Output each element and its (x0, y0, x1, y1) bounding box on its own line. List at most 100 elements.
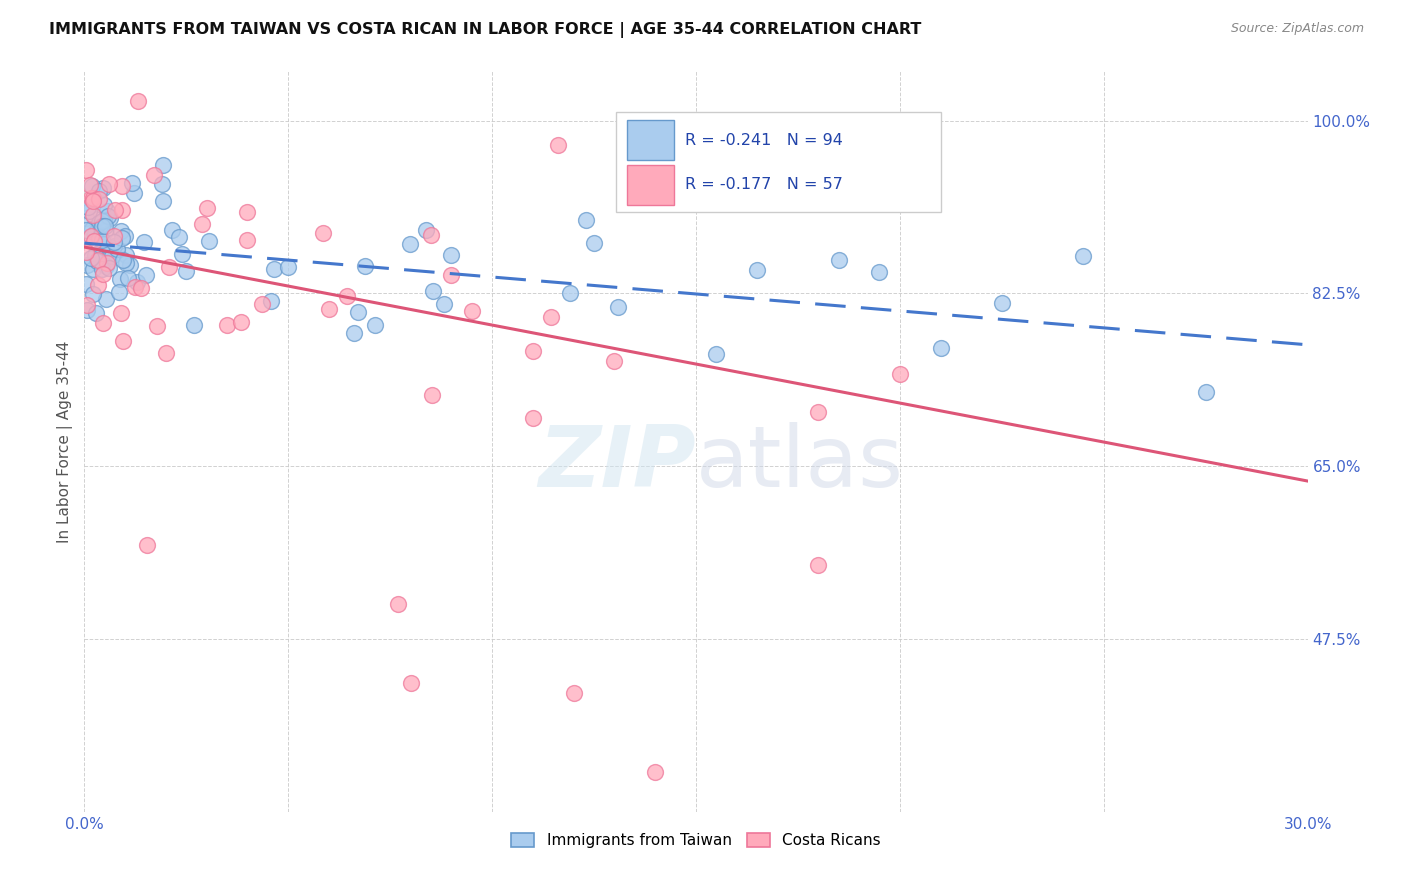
Point (80, 191, 103, 205)
Point (110, 306, 132, 320)
Point (75, 163, 97, 178)
Point (97, 261, 120, 276)
Point (807, 405, 830, 419)
Point (93, 316, 115, 330)
Point (83, 234, 105, 248)
Point (97, 209, 120, 223)
Point (889, 368, 911, 382)
Point (82, 262, 104, 277)
Point (98, 178, 121, 192)
Point (80, 222, 103, 236)
Point (82, 287, 104, 301)
Point (607, 300, 630, 314)
Point (522, 411, 544, 425)
Point (91, 267, 114, 281)
Point (86, 306, 108, 320)
Point (90, 219, 112, 234)
Point (420, 227, 443, 242)
Point (91, 213, 114, 227)
Point (146, 318, 169, 333)
Point (111, 231, 134, 245)
Point (354, 259, 377, 273)
Point (75, 211, 97, 225)
Point (547, 137, 569, 152)
Point (1073, 249, 1095, 263)
Point (135, 268, 157, 282)
Point (155, 346, 177, 360)
Point (1195, 384, 1218, 399)
Point (152, 194, 174, 208)
Text: Source: ZipAtlas.com: Source: ZipAtlas.com (1230, 22, 1364, 36)
Point (167, 230, 190, 244)
Point (183, 318, 205, 333)
Point (76, 303, 98, 318)
Point (869, 265, 891, 279)
Point (152, 158, 174, 172)
Point (583, 236, 606, 251)
Point (603, 353, 626, 368)
Point (807, 558, 830, 572)
Point (80, 228, 103, 243)
Point (195, 201, 218, 215)
Point (77, 203, 100, 218)
Point (117, 271, 139, 285)
Point (157, 260, 180, 274)
Point (76, 259, 98, 273)
Point (575, 213, 598, 227)
Point (336, 289, 359, 303)
Point (311, 226, 333, 240)
Point (104, 202, 127, 217)
Point (558, 286, 581, 301)
Point (80, 252, 103, 266)
Point (110, 224, 132, 238)
Point (103, 239, 125, 253)
Point (124, 280, 146, 294)
Point (172, 247, 194, 261)
Point (98, 211, 121, 225)
Point (79, 178, 101, 193)
Point (644, 765, 666, 780)
Point (398, 236, 420, 251)
Point (231, 315, 253, 329)
Point (82, 194, 104, 208)
Point (562, 686, 585, 700)
Point (174, 264, 197, 278)
Point (93, 236, 115, 251)
Point (75, 277, 97, 291)
Point (89, 244, 111, 259)
Point (93, 198, 115, 212)
Point (420, 388, 443, 402)
Point (415, 223, 437, 237)
Point (132, 235, 155, 249)
Point (87, 278, 110, 293)
Point (86, 254, 108, 268)
Point (96, 256, 118, 270)
Text: atlas: atlas (696, 422, 904, 505)
Point (706, 346, 728, 360)
Point (190, 217, 212, 231)
Point (76, 298, 98, 312)
Point (87, 252, 110, 267)
Point (929, 342, 952, 356)
Point (122, 186, 145, 201)
Point (121, 176, 143, 190)
Point (93, 212, 115, 227)
Point (522, 343, 544, 358)
Point (318, 301, 340, 316)
Point (76, 232, 98, 246)
Point (103, 228, 125, 243)
Point (217, 318, 239, 332)
Point (91, 233, 114, 247)
Point (115, 247, 138, 261)
Point (84, 248, 107, 262)
Point (112, 252, 135, 267)
Point (198, 234, 221, 248)
Point (98, 240, 121, 254)
Point (105, 242, 128, 256)
Point (75, 223, 97, 237)
Point (96, 292, 118, 306)
Point (110, 271, 132, 285)
FancyBboxPatch shape (627, 120, 673, 161)
Point (150, 177, 173, 191)
FancyBboxPatch shape (627, 165, 673, 204)
